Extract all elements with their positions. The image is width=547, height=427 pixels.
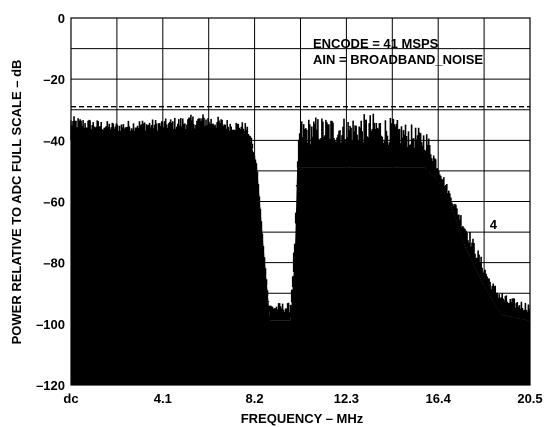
y-tick-label: –120 (36, 378, 65, 393)
tick-labels: dc 4.1 8.2 12.3 16.4 20.5 0 –20 –40 –60 –80 –100 –12… (36, 11, 543, 406)
y-axis-title: POWER RELATIVE TO ADC FULL SCALE – dB (9, 60, 24, 345)
annotation-ain: AIN = BROADBAND_NOISE (313, 52, 483, 67)
x-tick-label: dc (63, 391, 78, 406)
x-tick-label: 12.3 (334, 391, 359, 406)
y-tick-label: 0 (58, 11, 65, 26)
annotation-encode: ENCODE = 41 MSPS (313, 36, 439, 51)
y-tick-label: –60 (43, 195, 65, 210)
annotation-harmonic-4: 4 (490, 217, 498, 232)
x-tick-label: 16.4 (426, 391, 452, 406)
y-tick-label: –100 (36, 317, 65, 332)
y-tick-label: –40 (43, 133, 65, 148)
y-tick-label: –80 (43, 256, 65, 271)
y-tick-label: –20 (43, 72, 65, 87)
plot-frame (70, 17, 531, 386)
x-tick-label: 20.5 (517, 391, 542, 406)
x-tick-label: 8.2 (246, 391, 264, 406)
x-axis-title: FREQUENCY – MHz (241, 411, 364, 426)
noise-floor-area (71, 140, 530, 385)
x-tick-label: 4.1 (154, 391, 172, 406)
spectrum-area (70, 113, 531, 385)
